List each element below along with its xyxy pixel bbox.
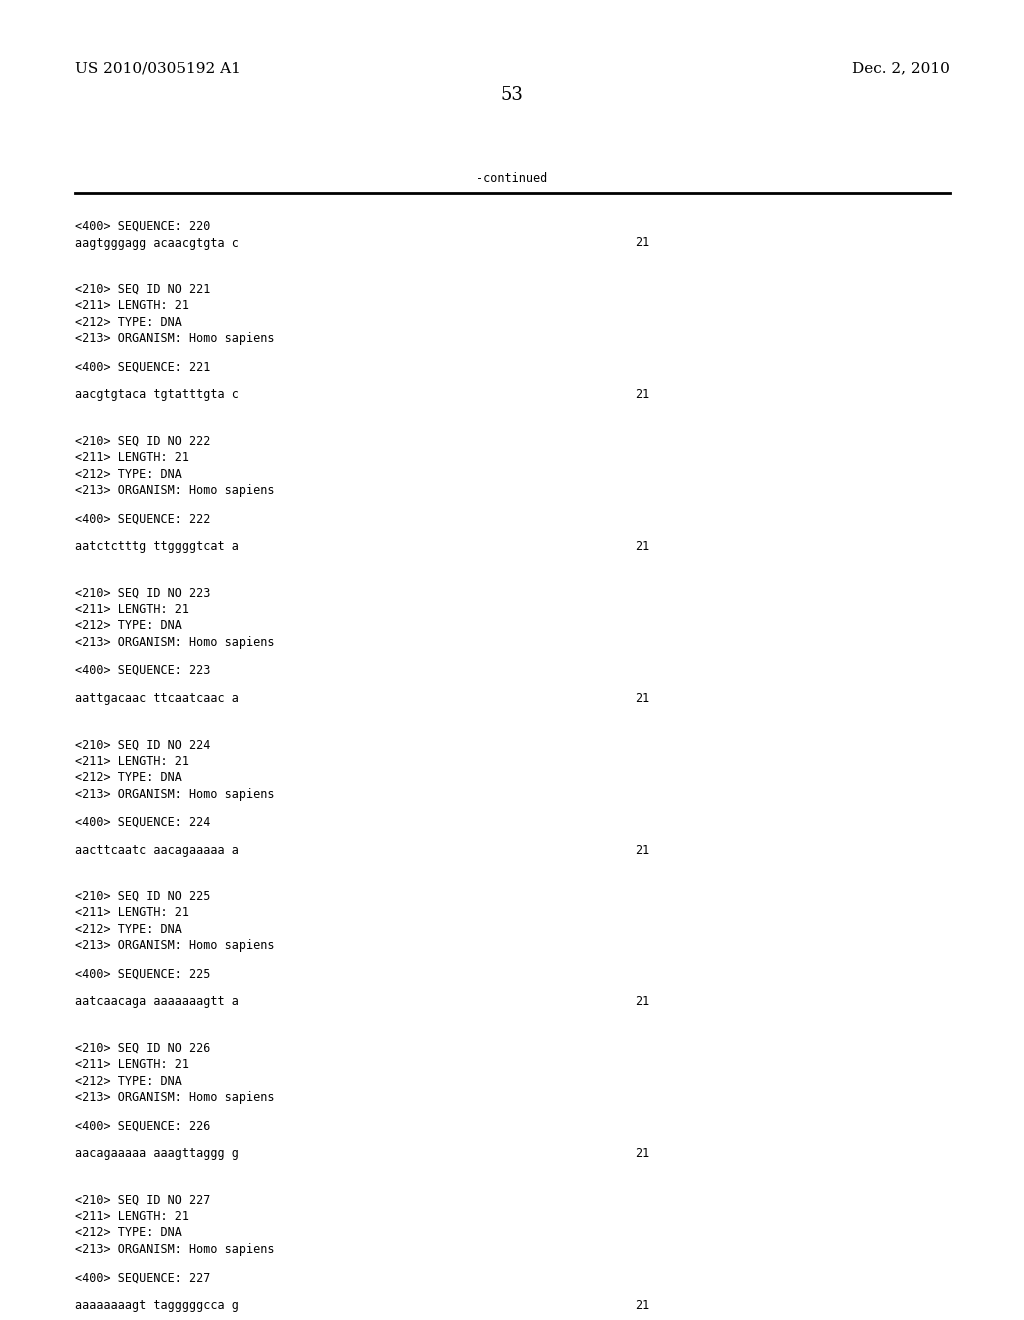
Text: <211> LENGTH: 21: <211> LENGTH: 21 xyxy=(75,907,189,920)
Text: <210> SEQ ID NO 224: <210> SEQ ID NO 224 xyxy=(75,738,210,751)
Text: <210> SEQ ID NO 227: <210> SEQ ID NO 227 xyxy=(75,1193,210,1206)
Text: Dec. 2, 2010: Dec. 2, 2010 xyxy=(852,61,950,75)
Text: <213> ORGANISM: Homo sapiens: <213> ORGANISM: Homo sapiens xyxy=(75,484,274,498)
Text: <400> SEQUENCE: 221: <400> SEQUENCE: 221 xyxy=(75,360,210,374)
Text: <212> TYPE: DNA: <212> TYPE: DNA xyxy=(75,1226,182,1239)
Text: 21: 21 xyxy=(635,1147,649,1160)
Text: <400> SEQUENCE: 223: <400> SEQUENCE: 223 xyxy=(75,664,210,677)
Text: <213> ORGANISM: Homo sapiens: <213> ORGANISM: Homo sapiens xyxy=(75,940,274,953)
Text: <210> SEQ ID NO 222: <210> SEQ ID NO 222 xyxy=(75,434,210,447)
Text: <213> ORGANISM: Homo sapiens: <213> ORGANISM: Homo sapiens xyxy=(75,1243,274,1257)
Text: aattgacaac ttcaatcaac a: aattgacaac ttcaatcaac a xyxy=(75,692,239,705)
Text: <400> SEQUENCE: 227: <400> SEQUENCE: 227 xyxy=(75,1271,210,1284)
Text: <211> LENGTH: 21: <211> LENGTH: 21 xyxy=(75,1210,189,1224)
Text: 21: 21 xyxy=(635,540,649,553)
Text: aatcaacaga aaaaaaagtt a: aatcaacaga aaaaaaagtt a xyxy=(75,995,239,1008)
Text: aacgtgtaca tgtatttgta c: aacgtgtaca tgtatttgta c xyxy=(75,388,239,401)
Text: <400> SEQUENCE: 220: <400> SEQUENCE: 220 xyxy=(75,220,210,234)
Text: 21: 21 xyxy=(635,843,649,857)
Text: <213> ORGANISM: Homo sapiens: <213> ORGANISM: Homo sapiens xyxy=(75,333,274,346)
Text: aacagaaaaa aaagttaggg g: aacagaaaaa aaagttaggg g xyxy=(75,1147,239,1160)
Text: 21: 21 xyxy=(635,236,649,249)
Text: <212> TYPE: DNA: <212> TYPE: DNA xyxy=(75,771,182,784)
Text: <210> SEQ ID NO 223: <210> SEQ ID NO 223 xyxy=(75,586,210,599)
Text: <211> LENGTH: 21: <211> LENGTH: 21 xyxy=(75,451,189,465)
Text: <213> ORGANISM: Homo sapiens: <213> ORGANISM: Homo sapiens xyxy=(75,1092,274,1105)
Text: <212> TYPE: DNA: <212> TYPE: DNA xyxy=(75,619,182,632)
Text: <400> SEQUENCE: 225: <400> SEQUENCE: 225 xyxy=(75,968,210,981)
Text: <212> TYPE: DNA: <212> TYPE: DNA xyxy=(75,1074,182,1088)
Text: <400> SEQUENCE: 226: <400> SEQUENCE: 226 xyxy=(75,1119,210,1133)
Text: <212> TYPE: DNA: <212> TYPE: DNA xyxy=(75,923,182,936)
Text: <400> SEQUENCE: 224: <400> SEQUENCE: 224 xyxy=(75,816,210,829)
Text: <211> LENGTH: 21: <211> LENGTH: 21 xyxy=(75,300,189,313)
Text: <210> SEQ ID NO 225: <210> SEQ ID NO 225 xyxy=(75,890,210,903)
Text: aagtgggagg acaacgtgta c: aagtgggagg acaacgtgta c xyxy=(75,236,239,249)
Text: <212> TYPE: DNA: <212> TYPE: DNA xyxy=(75,467,182,480)
Text: -continued: -continued xyxy=(476,172,548,185)
Text: <400> SEQUENCE: 222: <400> SEQUENCE: 222 xyxy=(75,512,210,525)
Text: <213> ORGANISM: Homo sapiens: <213> ORGANISM: Homo sapiens xyxy=(75,788,274,801)
Text: aatctctttg ttggggtcat a: aatctctttg ttggggtcat a xyxy=(75,540,239,553)
Text: US 2010/0305192 A1: US 2010/0305192 A1 xyxy=(75,61,241,75)
Text: 21: 21 xyxy=(635,1299,649,1312)
Text: <210> SEQ ID NO 226: <210> SEQ ID NO 226 xyxy=(75,1041,210,1055)
Text: 21: 21 xyxy=(635,995,649,1008)
Text: <210> SEQ ID NO 221: <210> SEQ ID NO 221 xyxy=(75,282,210,296)
Text: 53: 53 xyxy=(501,86,523,104)
Text: <212> TYPE: DNA: <212> TYPE: DNA xyxy=(75,315,182,329)
Text: aacttcaatc aacagaaaaa a: aacttcaatc aacagaaaaa a xyxy=(75,843,239,857)
Text: aaaaaaaagt tagggggcca g: aaaaaaaagt tagggggcca g xyxy=(75,1299,239,1312)
Text: <211> LENGTH: 21: <211> LENGTH: 21 xyxy=(75,1059,189,1072)
Text: <211> LENGTH: 21: <211> LENGTH: 21 xyxy=(75,603,189,616)
Text: 21: 21 xyxy=(635,692,649,705)
Text: <211> LENGTH: 21: <211> LENGTH: 21 xyxy=(75,755,189,768)
Text: 21: 21 xyxy=(635,388,649,401)
Text: <213> ORGANISM: Homo sapiens: <213> ORGANISM: Homo sapiens xyxy=(75,636,274,649)
